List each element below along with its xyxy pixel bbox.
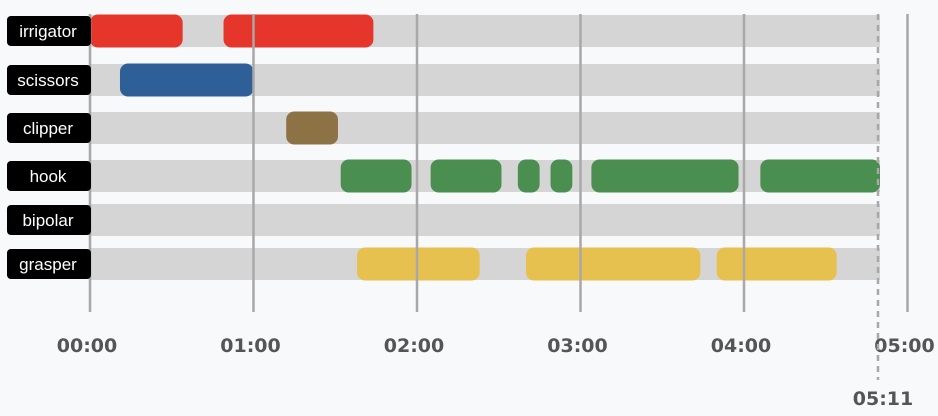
segment-clipper-1 <box>286 111 338 145</box>
end-marker: 05:11 <box>853 14 913 410</box>
segment-hook-6 <box>760 159 880 193</box>
track-irrigator <box>90 15 880 47</box>
segment-hook-1 <box>340 159 412 193</box>
row-label-grasper: grasper <box>19 255 77 274</box>
row-label-box-hook <box>7 161 91 191</box>
row-tracks <box>90 15 880 280</box>
end-marker-label: 05:11 <box>853 388 913 410</box>
segment-hook-5 <box>591 159 739 193</box>
segment-hook-4 <box>550 159 573 193</box>
segment-grasper-3 <box>716 247 837 281</box>
tick-label-05:00: 05:00 <box>874 335 934 357</box>
row-label-box-grasper <box>7 249 91 279</box>
segment-grasper-1 <box>357 247 480 281</box>
row-label-box-scissors <box>7 65 91 95</box>
segment-hook-2 <box>430 159 502 193</box>
tick-label-00:00: 00:00 <box>57 335 117 357</box>
row-label-box-clipper <box>7 113 91 143</box>
row-label-box-bipolar <box>7 205 91 235</box>
segment-irrigator-2 <box>223 14 374 48</box>
tick-label-02:00: 02:00 <box>384 335 444 357</box>
segment-hook-3 <box>517 159 540 193</box>
segment-irrigator-1 <box>90 14 183 48</box>
tick-label-01:00: 01:00 <box>220 335 280 357</box>
row-label-irrigator: irrigator <box>19 22 77 41</box>
x-tick-labels: 00:00 01:00 02:00 03:00 04:00 05:00 <box>57 335 935 357</box>
row-label-hook: hook <box>30 167 67 186</box>
row-label-clipper: clipper <box>23 119 73 138</box>
tick-label-03:00: 03:00 <box>547 335 607 357</box>
track-bipolar <box>90 204 880 236</box>
row-label-bipolar: bipolar <box>22 211 73 230</box>
segment-grasper-2 <box>526 247 701 281</box>
row-label-box-irrigator <box>7 16 91 46</box>
usage-segments <box>90 14 880 281</box>
track-clipper <box>90 112 880 144</box>
row-label-scissors: scissors <box>17 71 78 90</box>
tick-label-04:00: 04:00 <box>711 335 771 357</box>
segment-scissors-1 <box>119 63 254 97</box>
row-labels: irrigator scissors clipper hook bipolar grasp… <box>7 16 91 279</box>
